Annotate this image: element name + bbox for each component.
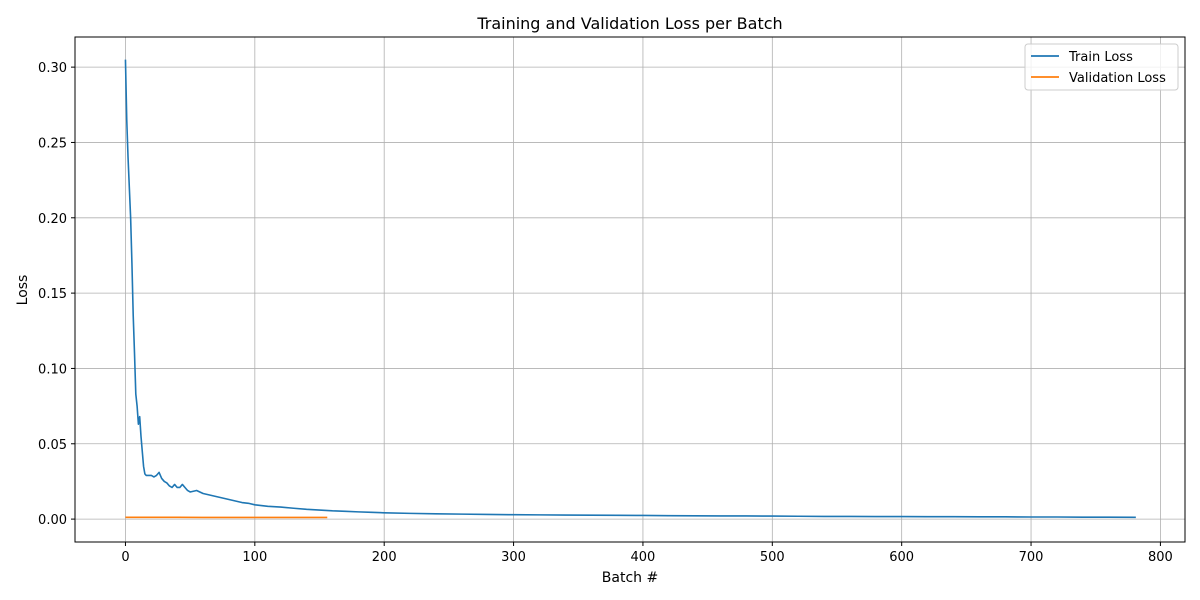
x-tick-label: 800 — [1148, 550, 1173, 565]
x-tick-label: 400 — [631, 550, 656, 565]
x-tick-label: 700 — [1019, 550, 1044, 565]
y-tick-label: 0.20 — [38, 212, 67, 227]
x-axis-label: Batch # — [602, 570, 658, 586]
y-tick-label: 0.05 — [38, 438, 67, 453]
plot-frame — [74, 36, 1186, 543]
x-tick-label: 0 — [121, 550, 129, 565]
x-tick-label: 300 — [501, 550, 526, 565]
grid-lines — [75, 37, 1185, 542]
y-tick-label: 0.30 — [38, 61, 67, 76]
y-ticks: 0.00 0.05 0.10 0.15 0.20 0.25 0.30 — [38, 61, 75, 528]
x-tick-label: 100 — [242, 550, 267, 565]
y-tick-label: 0.00 — [38, 513, 67, 528]
series-lines — [124, 59, 1136, 519]
series-line-train-loss — [124, 59, 1136, 519]
x-tick-label: 600 — [889, 550, 914, 565]
chart-title: Training and Validation Loss per Batch — [476, 14, 782, 33]
x-ticks: 0 100 200 300 400 500 600 700 800 — [121, 542, 1173, 565]
x-tick-label: 200 — [372, 550, 397, 565]
legend-label-validation-loss: Validation Loss — [1069, 71, 1166, 86]
legend-box — [1024, 43, 1179, 91]
y-tick-label: 0.25 — [38, 136, 67, 151]
legend: Train Loss Validation Loss — [1024, 43, 1179, 91]
y-axis-label: Loss — [15, 275, 31, 306]
y-tick-label: 0.10 — [38, 362, 67, 377]
y-tick-label: 0.15 — [38, 287, 67, 302]
x-tick-label: 500 — [760, 550, 785, 565]
legend-label-train-loss: Train Loss — [1068, 50, 1133, 65]
